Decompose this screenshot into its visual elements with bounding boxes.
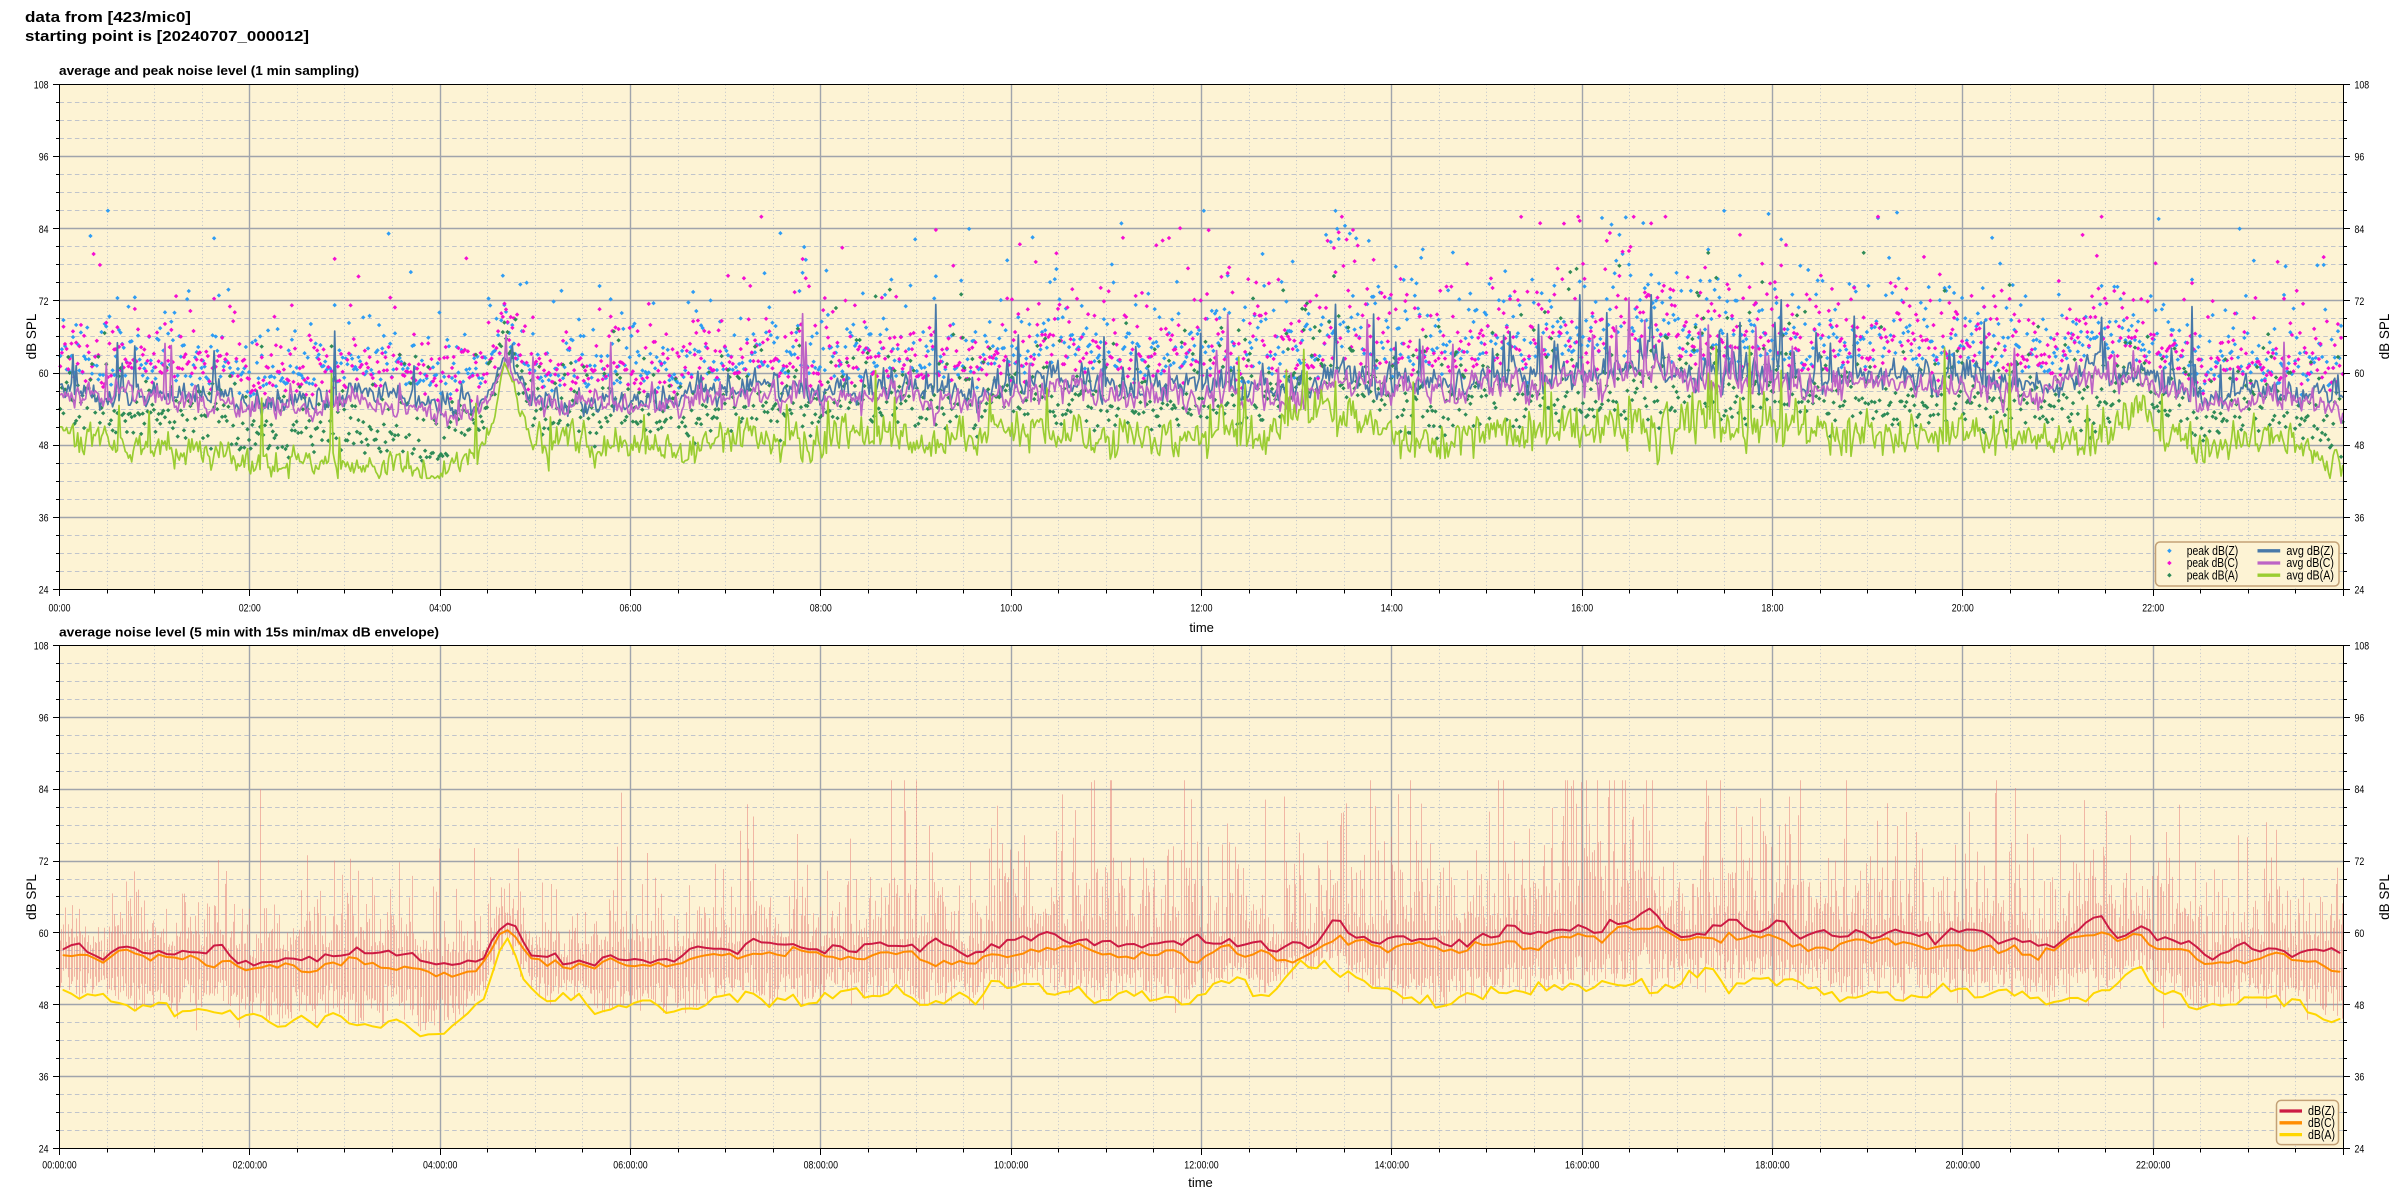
- svg-text:18:00: 18:00: [1762, 603, 1784, 615]
- svg-text:06:00: 06:00: [620, 603, 642, 615]
- svg-text:36: 36: [39, 1072, 49, 1084]
- svg-text:96: 96: [2355, 712, 2365, 724]
- svg-text:peak dB(C): peak dB(C): [2187, 555, 2239, 570]
- svg-text:36: 36: [2355, 512, 2365, 524]
- svg-text:average noise level (5 min wit: average noise level (5 min with 15s min/…: [59, 626, 439, 640]
- svg-text:60: 60: [2355, 368, 2365, 380]
- svg-text:48: 48: [2355, 440, 2365, 452]
- svg-text:dB SPL: dB SPL: [2377, 874, 2392, 920]
- svg-text:48: 48: [2355, 1000, 2365, 1012]
- svg-text:108: 108: [34, 641, 49, 653]
- svg-text:60: 60: [39, 368, 49, 380]
- svg-text:96: 96: [39, 712, 49, 724]
- svg-text:12:00:00: 12:00:00: [1184, 1159, 1218, 1171]
- svg-text:24: 24: [2355, 585, 2365, 597]
- svg-text:22:00: 22:00: [2142, 603, 2164, 615]
- svg-text:peak dB(Z): peak dB(Z): [2187, 543, 2239, 558]
- svg-text:72: 72: [39, 296, 49, 308]
- svg-text:108: 108: [2355, 641, 2370, 653]
- svg-text:96: 96: [39, 152, 49, 164]
- svg-text:60: 60: [39, 928, 49, 940]
- svg-text:84: 84: [39, 224, 49, 236]
- svg-text:avg dB(Z): avg dB(Z): [2286, 543, 2334, 558]
- svg-text:00:00: 00:00: [49, 603, 71, 615]
- svg-text:108: 108: [34, 80, 49, 92]
- svg-text:avg dB(C): avg dB(C): [2286, 555, 2334, 570]
- svg-text:24: 24: [2355, 1144, 2365, 1156]
- svg-text:108: 108: [2355, 80, 2370, 92]
- svg-text:36: 36: [2355, 1072, 2365, 1084]
- svg-text:data from [423/mic0]: data from [423/mic0]: [25, 9, 191, 26]
- svg-text:72: 72: [39, 856, 49, 868]
- svg-text:60: 60: [2355, 928, 2365, 940]
- svg-text:dB SPL: dB SPL: [24, 313, 39, 359]
- svg-text:02:00: 02:00: [239, 603, 261, 615]
- svg-text:peak dB(A): peak dB(A): [2187, 567, 2239, 582]
- svg-text:avg dB(A): avg dB(A): [2286, 567, 2334, 582]
- svg-text:dB(A): dB(A): [2308, 1127, 2335, 1142]
- svg-text:06:00:00: 06:00:00: [613, 1159, 647, 1171]
- svg-text:dB(Z): dB(Z): [2308, 1103, 2335, 1118]
- svg-text:08:00:00: 08:00:00: [804, 1159, 838, 1171]
- svg-text:16:00: 16:00: [1571, 603, 1593, 615]
- svg-text:time: time: [1188, 1175, 1213, 1190]
- svg-text:48: 48: [39, 440, 49, 452]
- svg-text:10:00:00: 10:00:00: [994, 1159, 1028, 1171]
- svg-text:08:00: 08:00: [810, 603, 832, 615]
- svg-text:04:00: 04:00: [429, 603, 451, 615]
- svg-text:00:00:00: 00:00:00: [42, 1159, 76, 1171]
- svg-text:84: 84: [39, 784, 49, 796]
- svg-text:72: 72: [2355, 856, 2365, 868]
- svg-text:22:00:00: 22:00:00: [2136, 1159, 2170, 1171]
- svg-text:12:00: 12:00: [1191, 603, 1213, 615]
- svg-text:dB SPL: dB SPL: [24, 874, 39, 920]
- svg-text:02:00:00: 02:00:00: [233, 1159, 267, 1171]
- svg-text:14:00:00: 14:00:00: [1375, 1159, 1409, 1171]
- svg-text:96: 96: [2355, 152, 2365, 164]
- svg-text:20:00:00: 20:00:00: [1946, 1159, 1980, 1171]
- svg-text:20:00: 20:00: [1952, 603, 1974, 615]
- svg-text:time: time: [1189, 620, 1214, 635]
- svg-text:average and peak noise level (: average and peak noise level (1 min samp…: [59, 64, 359, 78]
- svg-text:dB SPL: dB SPL: [2377, 313, 2392, 359]
- svg-text:24: 24: [39, 1144, 49, 1156]
- svg-text:16:00:00: 16:00:00: [1565, 1159, 1599, 1171]
- svg-text:dB(C): dB(C): [2308, 1115, 2335, 1130]
- svg-text:36: 36: [39, 512, 49, 524]
- svg-text:84: 84: [2355, 784, 2365, 796]
- svg-text:18:00:00: 18:00:00: [1755, 1159, 1789, 1171]
- svg-text:04:00:00: 04:00:00: [423, 1159, 457, 1171]
- svg-text:48: 48: [39, 1000, 49, 1012]
- svg-text:10:00: 10:00: [1000, 603, 1022, 615]
- svg-text:24: 24: [39, 585, 49, 597]
- svg-text:14:00: 14:00: [1381, 603, 1403, 615]
- svg-text:starting point is [20240707_00: starting point is [20240707_000012]: [25, 28, 309, 45]
- svg-text:84: 84: [2355, 224, 2365, 236]
- svg-text:72: 72: [2355, 296, 2365, 308]
